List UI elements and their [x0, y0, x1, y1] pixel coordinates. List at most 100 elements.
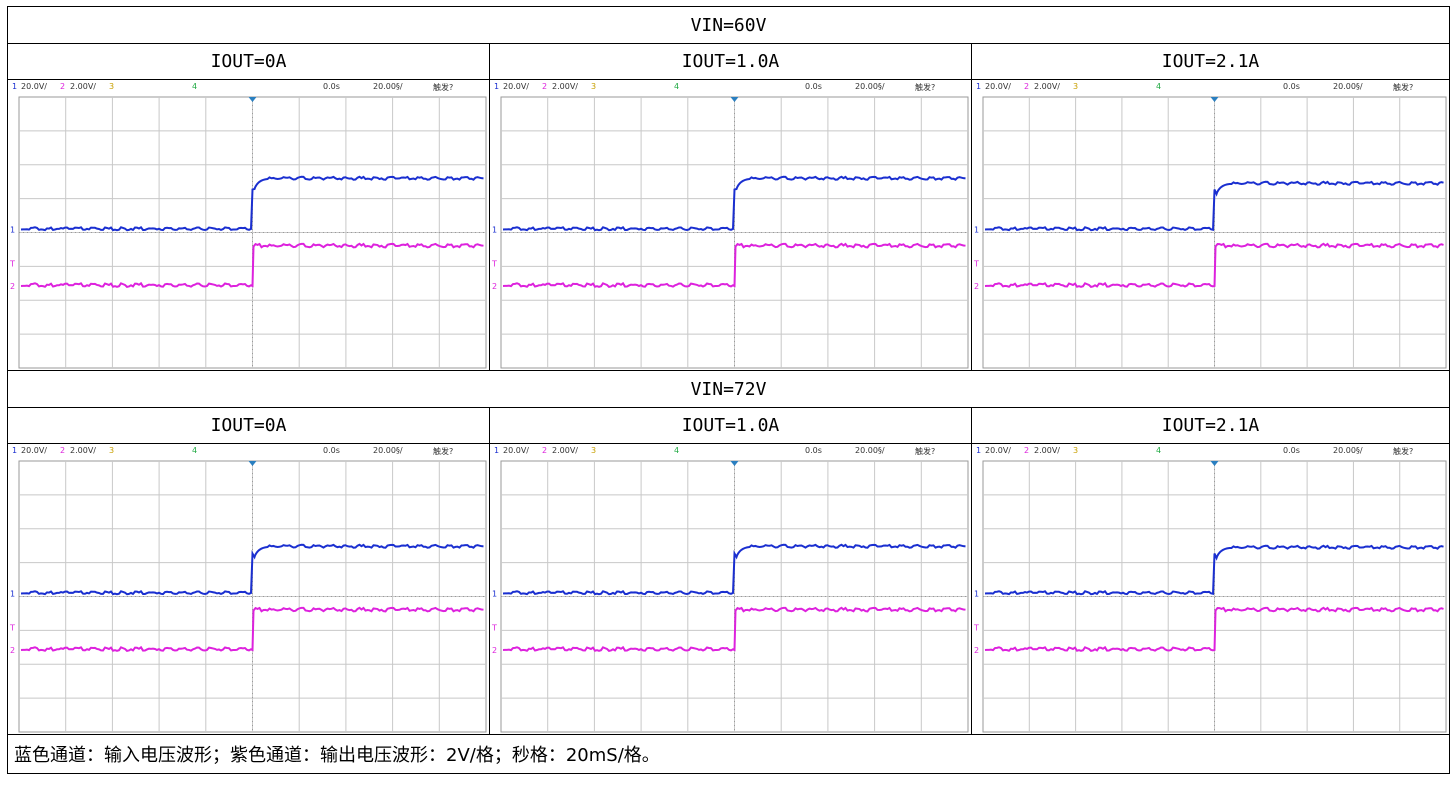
- channel-2-number: 2: [1024, 82, 1030, 91]
- trigger-status: 触发?: [1393, 83, 1414, 92]
- col-label-iout-0a: IOUT=0A: [7, 407, 490, 444]
- scope-status-bar: 1 20.0V/2 2.00V/3 4 0.0s 20.00§/ 触发?: [976, 446, 1445, 457]
- channel-2-scale: 2.00V/: [70, 82, 96, 91]
- channel-1-marker-icon: 1: [492, 226, 497, 235]
- channel-4-number: 4: [674, 446, 680, 455]
- input-voltage-trace: [984, 544, 1444, 596]
- trigger-level-icon: T: [973, 624, 979, 633]
- delay-readout: 0.0s: [805, 446, 822, 455]
- channel-3-number: 3: [1073, 82, 1079, 91]
- footer-note: 蓝色通道：输入电压波形；紫色通道：输出电压波形：2V/格；秒格：20mS/格。: [6, 734, 1451, 774]
- channel-1-scale: 20.0V/: [503, 82, 529, 91]
- oscilloscope-capture: 1 T 2 1 20.0V/2 2.00V/3 4 0.0s 20.00§/触发?: [972, 80, 1449, 370]
- scope-status-bar: 1 20.0V/2 2.00V/3 4 0.0s 20.00§/ 触发?: [494, 446, 967, 457]
- channel-2-marker-icon: 2: [974, 282, 979, 291]
- oscilloscope-capture: 1 T 2 1 20.0V/2 2.00V/3 4 0.0s 20.00§/触发?: [8, 444, 489, 734]
- channel-1-scale: 20.0V/: [503, 446, 529, 455]
- channel-3-number: 3: [591, 446, 597, 455]
- timebase-readout: 20.00§/: [373, 446, 403, 455]
- trigger-position-icon: [730, 97, 739, 102]
- channel-4-number: 4: [1156, 82, 1162, 91]
- channel-2-scale: 2.00V/: [1034, 446, 1060, 455]
- scope-status-bar: 1 20.0V/2 2.00V/3 4 0.0s 20.00§/ 触发?: [12, 446, 485, 457]
- output-voltage-trace: [20, 242, 484, 288]
- trigger-level-icon: T: [9, 624, 15, 633]
- channel-1-marker-icon: 1: [492, 590, 497, 599]
- col-label-iout-2a: IOUT=2.1A: [970, 43, 1451, 80]
- channel-2-marker-icon: 2: [492, 646, 497, 655]
- channel-1-scale: 20.0V/: [985, 82, 1011, 91]
- channel-4-number: 4: [192, 446, 198, 455]
- trigger-level-icon: T: [9, 260, 15, 269]
- col-label-iout-1a: IOUT=1.0A: [489, 43, 972, 80]
- channel-3-number: 3: [109, 82, 115, 91]
- channel-1-number: 1: [976, 446, 982, 455]
- channel-1-marker-icon: 1: [10, 590, 15, 599]
- timebase-readout: 20.00§/: [855, 82, 885, 91]
- scope-status-bar: 1 20.0V/2 2.00V/3 4 0.0s 20.00§/ 触发?: [12, 82, 485, 93]
- timebase-readout: 20.00§/: [1333, 446, 1363, 455]
- output-voltage-trace: [502, 606, 966, 652]
- input-voltage-trace: [502, 543, 966, 596]
- channel-2-number: 2: [60, 446, 66, 455]
- channel-2-number: 2: [542, 82, 548, 91]
- trigger-status: 触发?: [915, 447, 936, 456]
- oscilloscope-capture: 1 T 2 1 20.0V/2 2.00V/3 4 0.0s 20.00§/触发?: [490, 444, 971, 734]
- scope-cell: 1 T 2 1 20.0V/2 2.00V/3 4 0.0s 20.00§/触发?: [970, 79, 1451, 371]
- scope-cell: 1 T 2 1 20.0V/2 2.00V/3 4 0.0s 20.00§/触发?: [489, 79, 972, 371]
- channel-2-marker-icon: 2: [492, 282, 497, 291]
- scope-plot: 1 T 2: [491, 460, 969, 733]
- channel-2-number: 2: [60, 82, 66, 91]
- channel-3-number: 3: [591, 82, 597, 91]
- delay-readout: 0.0s: [323, 446, 340, 455]
- channel-1-marker-icon: 1: [10, 226, 15, 235]
- channel-1-marker-icon: 1: [974, 226, 979, 235]
- scope-plot: 1 T 2: [9, 460, 487, 733]
- channel-2-scale: 2.00V/: [552, 82, 578, 91]
- channel-2-marker-icon: 2: [10, 646, 15, 655]
- channel-1-marker-icon: 1: [974, 590, 979, 599]
- channel-4-number: 4: [192, 82, 198, 91]
- channel-2-scale: 2.00V/: [70, 446, 96, 455]
- output-voltage-trace: [20, 606, 484, 652]
- trigger-status: 触发?: [433, 83, 454, 92]
- channel-3-number: 3: [1073, 446, 1079, 455]
- delay-readout: 0.0s: [1283, 446, 1300, 455]
- scope-plot: 1 T 2: [973, 460, 1447, 733]
- trigger-position-icon: [248, 461, 257, 466]
- channel-1-number: 1: [494, 446, 500, 455]
- trigger-position-icon: [730, 461, 739, 466]
- delay-readout: 0.0s: [323, 82, 340, 91]
- oscilloscope-capture: 1 T 2 1 20.0V/2 2.00V/3 4 0.0s 20.00§/触发?: [8, 80, 489, 370]
- oscilloscope-capture: 1 T 2 1 20.0V/2 2.00V/3 4 0.0s 20.00§/触发?: [490, 80, 971, 370]
- scope-status-bar: 1 20.0V/2 2.00V/3 4 0.0s 20.00§/ 触发?: [976, 82, 1445, 93]
- output-voltage-trace: [984, 242, 1444, 288]
- col-label-iout-0a: IOUT=0A: [7, 43, 490, 80]
- scope-status-bar: 1 20.0V/2 2.00V/3 4 0.0s 20.00§/ 触发?: [494, 82, 967, 93]
- delay-readout: 0.0s: [1283, 82, 1300, 91]
- channel-4-number: 4: [1156, 446, 1162, 455]
- input-voltage-trace: [502, 175, 966, 232]
- channel-1-number: 1: [976, 82, 982, 91]
- channel-1-scale: 20.0V/: [985, 446, 1011, 455]
- input-voltage-trace: [984, 180, 1444, 232]
- output-voltage-trace: [502, 242, 966, 288]
- trigger-level-icon: T: [491, 260, 497, 269]
- timebase-readout: 20.00§/: [373, 82, 403, 91]
- col-label-iout-2a: IOUT=2.1A: [970, 407, 1451, 444]
- channel-1-number: 1: [12, 82, 18, 91]
- timebase-readout: 20.00§/: [855, 446, 885, 455]
- channel-1-scale: 20.0V/: [21, 82, 47, 91]
- channel-4-number: 4: [674, 82, 680, 91]
- channel-1-number: 1: [12, 446, 18, 455]
- channel-2-marker-icon: 2: [10, 282, 15, 291]
- timebase-readout: 20.00§/: [1333, 82, 1363, 91]
- col-label-iout-1a: IOUT=1.0A: [489, 407, 972, 444]
- scope-cell: 1 T 2 1 20.0V/2 2.00V/3 4 0.0s 20.00§/触发?: [7, 443, 490, 735]
- trigger-position-icon: [1210, 461, 1219, 466]
- oscilloscope-capture: 1 T 2 1 20.0V/2 2.00V/3 4 0.0s 20.00§/触发?: [972, 444, 1449, 734]
- scope-cell: 1 T 2 1 20.0V/2 2.00V/3 4 0.0s 20.00§/触发?: [7, 79, 490, 371]
- trigger-status: 触发?: [915, 83, 936, 92]
- trigger-position-icon: [248, 97, 257, 102]
